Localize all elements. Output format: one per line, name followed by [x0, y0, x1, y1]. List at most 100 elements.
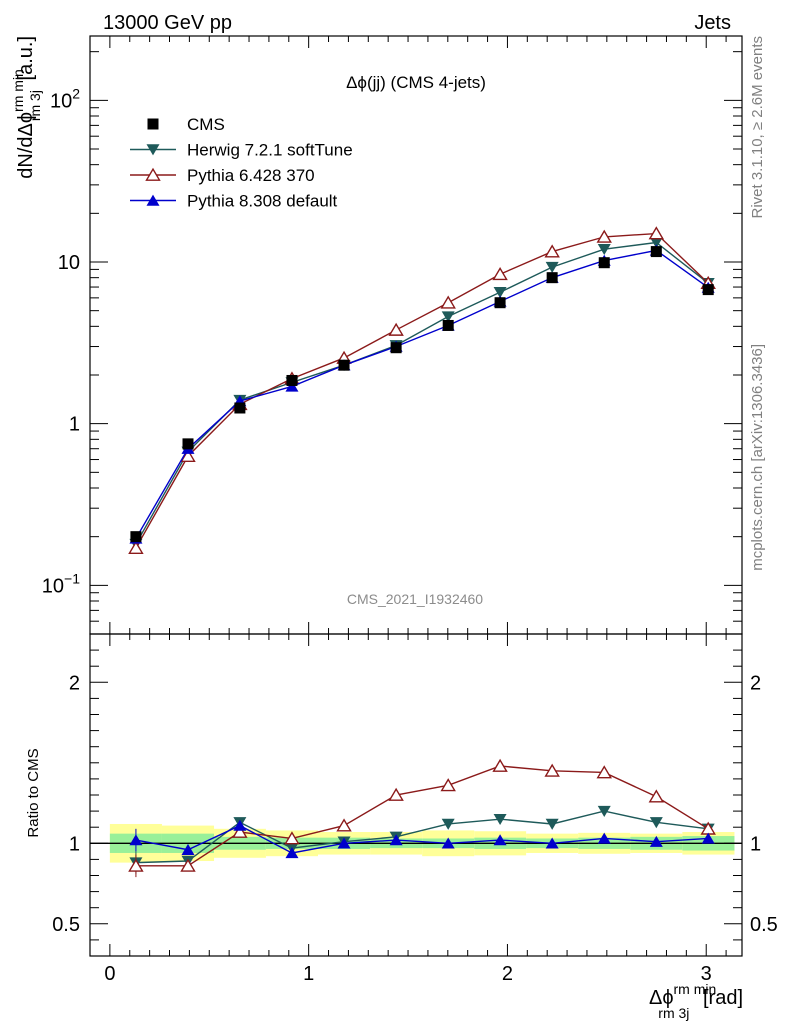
x-axis-label: Δϕrm min rm 3j [rad] — [649, 981, 743, 1021]
data-point — [442, 319, 454, 331]
x-axis-label-unit: [rad] — [697, 987, 743, 1009]
data-point — [390, 342, 402, 354]
y-tick-label: 102 — [50, 85, 80, 112]
series-point-main — [649, 237, 663, 249]
legend: CMS Herwig 7.2.1 softTune Pythia 6.428 370… — [130, 115, 353, 211]
y-tick-label-base: 10 — [50, 90, 72, 112]
series-line-ratio — [135, 824, 709, 854]
y-axis-label-sup: rm min — [10, 69, 26, 112]
legend-entry: Pythia 8.308 default — [130, 192, 338, 211]
mcplots-label: mcplots.cern.ch [arXiv:1306.3436] — [749, 344, 766, 571]
series-point-ratio — [129, 834, 143, 846]
data-point — [338, 359, 350, 371]
series-point-main — [648, 226, 665, 240]
y-tick-label: 10−1 — [42, 570, 80, 597]
series-point-ratio — [181, 843, 195, 855]
series-point-ratio — [389, 834, 403, 846]
header-left-label: 13000 GeV pp — [103, 12, 232, 34]
y-axis-label-unit: [a.u.] — [15, 36, 37, 86]
y-axis-label-main: dN/dΔϕ — [15, 112, 37, 179]
series-point-ratio — [336, 818, 352, 832]
series-point-ratio — [388, 787, 404, 801]
legend-label: Pythia 6.428 370 — [187, 166, 315, 185]
x-tick-label: 3 — [701, 963, 712, 985]
data-point — [234, 402, 246, 414]
legend-entry: Pythia 6.428 370 — [130, 166, 315, 185]
series-point-main — [544, 244, 560, 258]
data-point — [286, 374, 298, 386]
series-line-main — [135, 232, 709, 549]
y-tick-label-base: 10 — [42, 575, 64, 597]
series-point-ratio — [128, 858, 144, 872]
header-right-label: Jets — [694, 12, 731, 34]
x-tick-label: 0 — [104, 963, 115, 985]
data-point — [130, 531, 142, 543]
series-point-ratio — [649, 817, 663, 829]
data-point — [650, 246, 662, 258]
series-point-ratio — [545, 818, 559, 830]
ratio-y-tick-label-right: 0.5 — [750, 914, 778, 936]
series-point-ratio — [649, 835, 663, 847]
series-point-ratio — [544, 763, 560, 777]
series-point-main — [180, 448, 196, 463]
series-point-main — [545, 261, 559, 273]
series-point-ratio — [492, 758, 508, 772]
data-point — [702, 284, 714, 296]
series-point-main — [492, 267, 508, 281]
series-point-ratio — [284, 831, 300, 845]
legend-marker-cms — [147, 118, 159, 130]
series-point-ratio — [493, 813, 507, 825]
x-tick-label: 2 — [502, 963, 513, 985]
ratio-y-axis-label: Ratio to CMS — [25, 748, 42, 837]
y-tick-label-base: 10 — [58, 252, 80, 274]
ratio-y-tick-label-right: 1 — [750, 833, 761, 855]
ratio-plot-panel: 0 1 2 3 0.5 0.5 1 1 2 2 — [52, 36, 778, 985]
legend-label: Herwig 7.2.1 softTune — [187, 141, 353, 160]
series-point-ratio — [597, 832, 611, 844]
svg-text:dN/dΔϕrm minrm 3j [a.u.]: dN/dΔϕrm minrm 3j [a.u.] — [10, 36, 43, 179]
watermark: CMS_2021_I1932460 — [347, 591, 483, 607]
series-point-ratio — [596, 765, 612, 779]
legend-entry: Herwig 7.2.1 softTune — [130, 141, 353, 160]
series-point-main — [128, 540, 144, 554]
data-point — [182, 438, 194, 450]
series-point-main — [285, 380, 299, 392]
x-tick-label: 1 — [303, 963, 314, 985]
legend-marker — [145, 167, 161, 181]
series-point-main — [440, 295, 456, 309]
legend-marker — [146, 194, 160, 206]
chart-title: Δϕ(jj) (CMS 4-jets) — [346, 73, 486, 92]
series-point-main — [493, 287, 507, 299]
ratio-y-tick-label: 2 — [69, 672, 80, 694]
x-axis-label-sub: rm 3j — [658, 1005, 689, 1021]
series-point-ratio — [337, 837, 351, 849]
series-point-ratio — [441, 837, 455, 849]
ratio-y-tick-label: 1 — [69, 833, 80, 855]
data-point — [598, 257, 610, 269]
series-point-main — [596, 229, 612, 243]
series-line-ratio — [135, 810, 709, 864]
series-point-ratio — [648, 789, 665, 803]
x-axis-label-sup: rm min — [674, 981, 717, 997]
series-point-ratio — [180, 858, 196, 872]
series-point-ratio — [440, 778, 456, 792]
y-tick-label-base: 1 — [69, 414, 80, 436]
data-point — [494, 297, 506, 309]
y-tick-label: 1 — [69, 414, 80, 436]
y-tick-label-exp: −1 — [64, 570, 80, 586]
series-point-ratio — [441, 818, 455, 830]
series-point-main — [597, 243, 611, 256]
data-point — [546, 272, 558, 284]
y-tick-label: 10 — [58, 252, 80, 274]
series-point-ratio — [545, 837, 559, 849]
series-point-ratio — [701, 832, 715, 844]
y-axis-label-sub: rm 3j — [27, 90, 43, 121]
series-line-main — [135, 249, 709, 539]
ratio-y-tick-label: 0.5 — [52, 914, 80, 936]
series-line-ratio — [135, 765, 709, 867]
series-point-main — [441, 311, 455, 323]
rivet-label: Rivet 3.1.10, ≥ 2.6M events — [749, 36, 766, 219]
series-point-main — [388, 322, 404, 336]
